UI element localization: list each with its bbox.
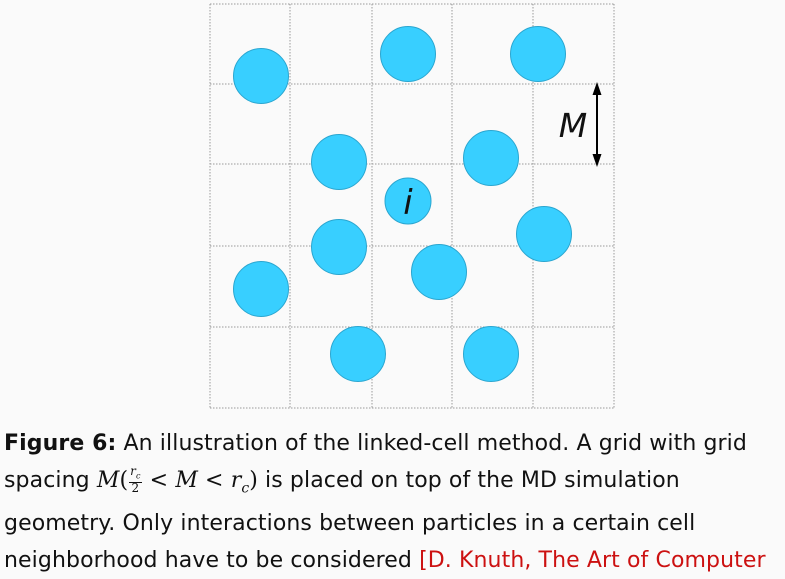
particle [330,326,386,382]
caption-text-4: neighborhood have to be considered [4,547,420,573]
caption-line-3: geometry. Only interactions between part… [4,511,696,537]
numerator-r: r [130,464,136,479]
numerator-sub: c [136,471,141,481]
spacing-indicator: M [559,82,602,167]
math-M-2: M [175,467,198,493]
caption-text-2a: spacing [4,467,97,493]
fraction-denominator: 2 [131,480,140,495]
particle [510,26,566,82]
particle [311,219,367,275]
particle [411,244,467,300]
math-fraction: rc 2 [129,464,142,495]
spacing-label: M [559,106,587,145]
particle [463,130,519,186]
caption-line-1: Figure 6: An illustration of the linked-… [4,426,784,463]
linked-cell-figure: i M [209,3,615,409]
caption-line-4: neighborhood have to be considered [D. K… [4,543,784,579]
caption-text-1: An illustration of the linked-cell metho… [116,431,747,456]
fraction-numerator: rc [129,464,142,483]
math-lt-1: < [142,467,176,493]
spacing-arrow-head-up [592,82,602,95]
math-r: r [230,467,242,493]
caption-text-2b: is placed on top of the MD simulation [257,467,680,493]
figure-caption: Figure 6: An illustration of the linked-… [4,426,784,579]
particle [233,261,289,317]
math-open-paren: ( [119,467,129,493]
math-lt-2: < [197,467,231,493]
particle-i [384,177,432,225]
particle [311,134,367,190]
particles: i [233,26,572,382]
particle-label: i [403,183,413,223]
spacing-arrow-head-down [592,154,602,167]
figure-label: Figure 6: [4,431,117,456]
citation-link[interactable]: [D. Knuth, The Art of Computer [419,547,766,573]
particle [233,48,289,104]
particle [463,326,519,382]
particle [380,26,436,82]
math-M: M [96,467,120,493]
caption-line-2: spacing M(rc 2 < M < rc) is placed on top… [4,463,784,507]
math-r-sub: c [241,479,250,496]
math-close-paren: ) [249,467,258,493]
particle [516,206,572,262]
